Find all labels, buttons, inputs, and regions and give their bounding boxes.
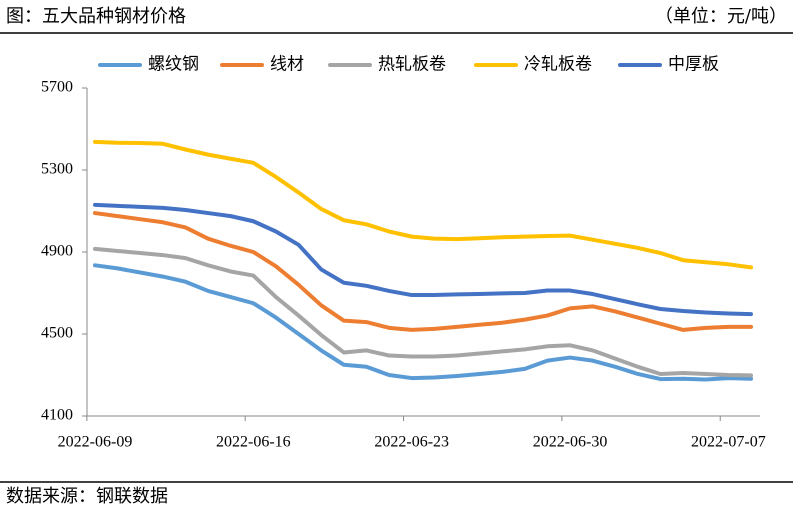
chart-title: 图：五大品种钢材价格 [6, 6, 186, 27]
y-tick-label: 4500 [41, 325, 73, 342]
y-tick-label: 4100 [41, 407, 73, 424]
y-tick-label: 4900 [41, 243, 73, 260]
x-tick-label: 2022-06-16 [216, 434, 291, 451]
x-tick-label: 2022-06-09 [58, 434, 133, 451]
x-tick-label: 2022-07-07 [691, 434, 766, 451]
series-line [93, 246, 753, 378]
series-line [93, 202, 753, 317]
y-tick-label: 5700 [41, 79, 73, 96]
y-tick-label: 5300 [41, 161, 73, 178]
legend-label: 线材 [270, 55, 304, 75]
series-line [93, 211, 753, 332]
legend-label: 热轧板卷 [378, 55, 446, 75]
legend-label: 中厚板 [668, 55, 719, 75]
legend-label: 冷轧板卷 [524, 55, 592, 75]
source-note: 数据来源：钢联数据 [6, 486, 168, 507]
series-line [93, 139, 753, 270]
legend-label: 螺纹钢 [148, 55, 199, 75]
series-line [93, 263, 753, 382]
x-tick-label: 2022-06-30 [533, 434, 608, 451]
unit-label: （单位：元/吨） [655, 6, 787, 27]
x-tick-label: 2022-06-23 [374, 434, 449, 451]
